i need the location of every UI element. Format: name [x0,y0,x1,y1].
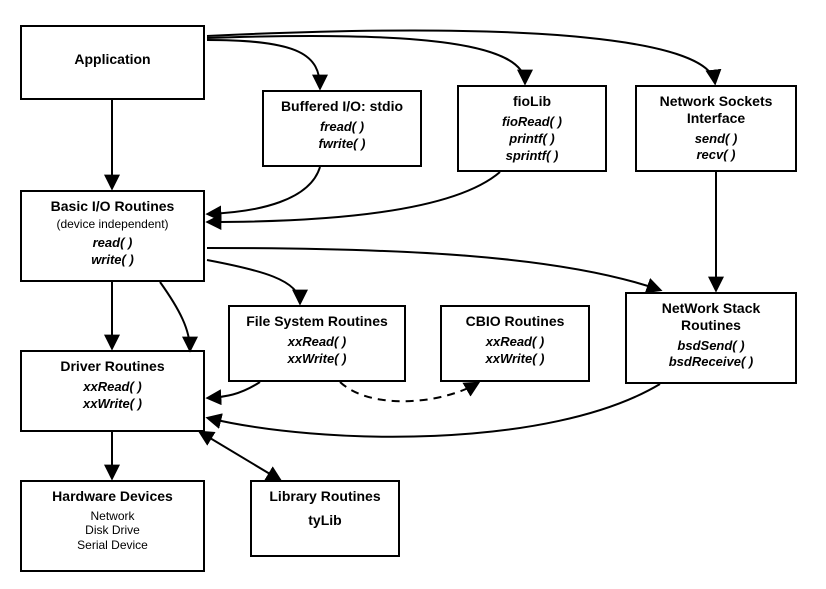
node-fiolib-funcs: fioRead( )printf( )sprintf( ) [467,114,597,165]
node-netsock-title: Network SocketsInterface [645,93,787,127]
node-application: Application [20,25,205,100]
node-fiolib-title: fioLib [467,93,597,110]
edge-fiolib-basicio [208,172,500,222]
node-netstack-funcs: bsdSend( )bsdReceive( ) [635,338,787,372]
node-stdio: Buffered I/O: stdio fread( )fwrite( ) [262,90,422,167]
node-cbio-funcs: xxRead( )xxWrite( ) [450,334,580,368]
edge-app-netsock [207,31,715,83]
node-library-func: tyLib [260,511,390,529]
edge-netstack-driver [208,384,660,437]
node-netstack: NetWork StackRoutines bsdSend( )bsdRecei… [625,292,797,384]
edge-filesys-driver [208,382,260,398]
edge-filesys-cbio [340,382,478,401]
edge-library-driver [200,432,280,480]
node-hardware: Hardware Devices NetworkDisk DriveSerial… [20,480,205,572]
node-cbio: CBIO Routines xxRead( )xxWrite( ) [440,305,590,382]
node-cbio-title: CBIO Routines [450,313,580,330]
node-basicio-sub: (device independent) [30,217,195,231]
edge-stdio-basicio [208,167,320,214]
edge-app-fiolib [207,36,525,83]
node-driver: Driver Routines xxRead( )xxWrite( ) [20,350,205,432]
diagram-canvas: Application Buffered I/O: stdio fread( )… [0,0,826,589]
node-basicio-funcs: read( )write( ) [30,235,195,269]
node-hardware-title: Hardware Devices [30,488,195,505]
edge-basicio-netstack [207,248,660,290]
node-library-title: Library Routines [260,488,390,505]
node-basicio: Basic I/O Routines (device independent) … [20,190,205,282]
edge-app-stdio [207,40,320,88]
node-stdio-title: Buffered I/O: stdio [272,98,412,115]
edge-basicio-driver2 [160,282,190,350]
node-netsock-funcs: send( )recv( ) [645,131,787,165]
node-library: Library Routines tyLib [250,480,400,557]
node-stdio-funcs: fread( )fwrite( ) [272,119,412,153]
edge-basicio-filesys [207,260,300,303]
node-fiolib: fioLib fioRead( )printf( )sprintf( ) [457,85,607,172]
node-filesys-title: File System Routines [238,313,396,330]
node-application-title: Application [30,51,195,68]
node-netstack-title: NetWork StackRoutines [635,300,787,334]
node-filesys: File System Routines xxRead( )xxWrite( ) [228,305,406,382]
node-filesys-funcs: xxRead( )xxWrite( ) [238,334,396,368]
node-hardware-lines: NetworkDisk DriveSerial Device [30,509,195,552]
node-driver-funcs: xxRead( )xxWrite( ) [30,379,195,413]
node-driver-title: Driver Routines [30,358,195,375]
node-basicio-title: Basic I/O Routines [30,198,195,215]
node-netsock: Network SocketsInterface send( )recv( ) [635,85,797,172]
